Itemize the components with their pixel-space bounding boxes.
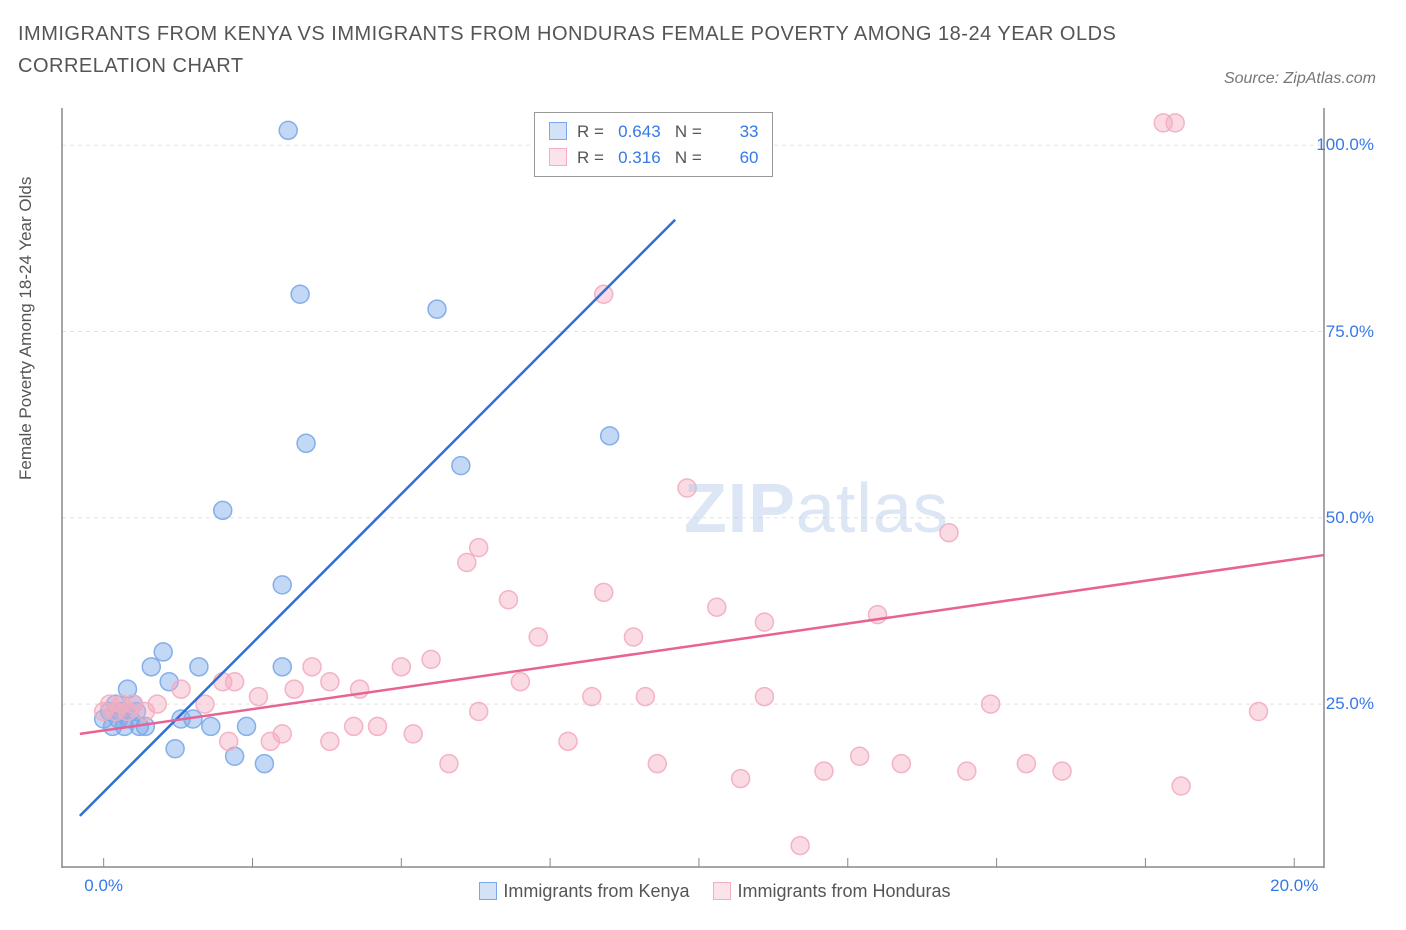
stats-row: R = 0.643 N = 33 [549,119,758,145]
stats-n-value: 60 [706,145,758,171]
bottom-legend: Immigrants from Kenya Immigrants from Hon… [0,881,1406,902]
stats-r-label: R = [577,148,609,167]
y-axis-label: Female Poverty Among 18-24 Year Olds [16,177,36,480]
chart-area: ZIPatlas R = 0.643 N = 33R = 0.316 N = 6… [54,108,1384,868]
scatter-plot [54,108,1384,868]
legend-swatch [549,122,567,140]
stats-r-value: 0.643 [609,119,661,145]
legend-label: Immigrants from Kenya [503,881,689,901]
stats-n-label: N = [675,122,707,141]
stats-n-label: N = [675,148,707,167]
legend-label: Immigrants from Honduras [737,881,950,901]
source-label: Source: ZipAtlas.com [1224,70,1376,88]
chart-title: IMMIGRANTS FROM KENYA VS IMMIGRANTS FROM… [18,18,1118,82]
stats-n-value: 33 [706,119,758,145]
stats-row: R = 0.316 N = 60 [549,145,758,171]
stats-r-value: 0.316 [609,145,661,171]
y-tick-label: 25.0% [1326,694,1374,714]
stats-legend-box: R = 0.643 N = 33R = 0.316 N = 60 [534,112,773,177]
y-tick-label: 100.0% [1316,135,1374,155]
stats-r-label: R = [577,122,609,141]
y-tick-label: 50.0% [1326,508,1374,528]
y-tick-label: 75.0% [1326,322,1374,342]
legend-swatch [713,882,731,900]
legend-swatch [479,882,497,900]
legend-swatch [549,148,567,166]
